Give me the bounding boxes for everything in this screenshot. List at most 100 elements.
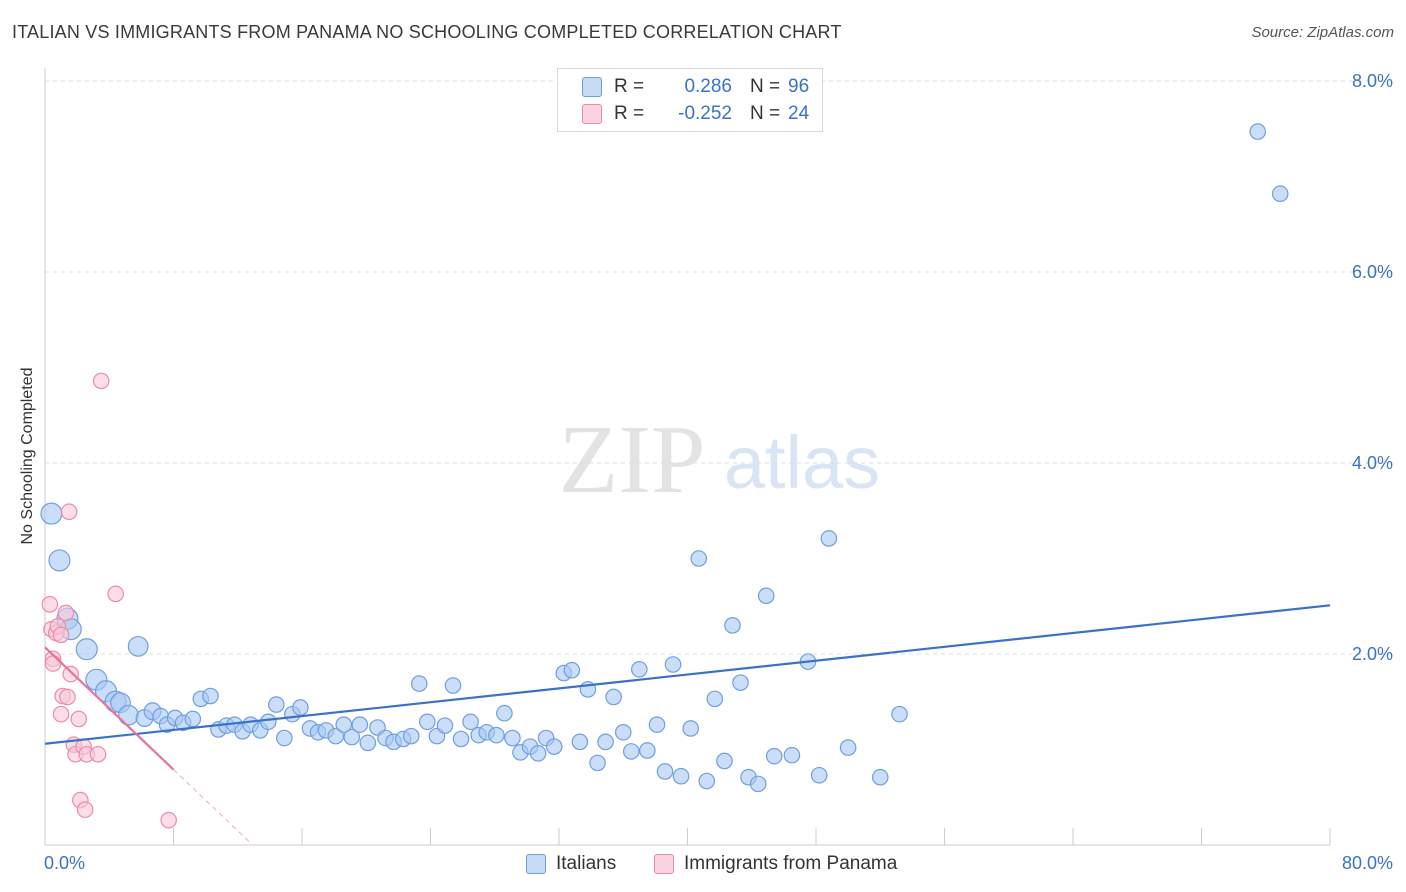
panama-point <box>62 665 80 683</box>
italians-point <box>452 730 470 748</box>
trend-lines <box>44 604 1331 844</box>
italians-point <box>410 675 428 692</box>
italians-point <box>672 767 690 785</box>
axes <box>44 68 1331 846</box>
italians-point <box>48 549 71 572</box>
italians-point <box>871 768 889 786</box>
series-label-italians: Italians <box>556 853 617 874</box>
panama-trend-extension <box>173 769 251 844</box>
legend-n-value: 24 <box>788 103 810 124</box>
italians-point <box>202 687 219 705</box>
panama-trend-line <box>44 646 175 771</box>
italians-point <box>749 775 767 793</box>
italians-point <box>631 660 648 678</box>
italians-point <box>292 699 309 716</box>
panama-point <box>44 655 62 672</box>
italians-point <box>402 727 420 745</box>
italians-point <box>184 710 202 728</box>
italians-point <box>545 738 563 755</box>
panama-point <box>59 688 76 706</box>
italians-point <box>127 635 149 657</box>
italians-point <box>436 717 454 734</box>
panama-point <box>107 585 124 603</box>
italians-point <box>622 743 640 760</box>
data-points <box>40 123 1289 829</box>
series-label-panama: Immigrants from Panama <box>684 853 898 874</box>
panama-point <box>92 372 110 390</box>
y-tick-label: 4.0% <box>1352 453 1393 473</box>
italians-point <box>891 705 908 723</box>
legend-row-italians: R = 0.286 N = 96 <box>582 74 809 100</box>
italians-point <box>706 690 724 708</box>
italians-point <box>343 728 361 746</box>
italians-point <box>1249 123 1267 140</box>
italians-point <box>783 746 801 764</box>
italians-point <box>765 747 783 765</box>
italians-point <box>359 734 377 752</box>
italians-point <box>614 724 632 741</box>
panama-point <box>41 596 59 613</box>
italians-point <box>732 674 749 691</box>
correlation-legend: R = 0.286 N = 96 R = -0.252 N = 24 <box>557 68 823 132</box>
panama-point <box>57 604 75 622</box>
italians-point <box>462 713 479 731</box>
italians-point <box>820 530 838 547</box>
italians-point <box>267 696 285 713</box>
italians-point <box>724 617 741 634</box>
italians-point <box>605 688 622 706</box>
italians-point <box>1271 185 1289 202</box>
legend-row-panama: R = -0.252 N = 24 <box>582 101 809 127</box>
series-swatch-italians <box>526 854 546 874</box>
series-swatch-panama <box>654 854 674 874</box>
italians-point <box>656 763 674 780</box>
italians-point <box>118 704 139 726</box>
chart-title: ITALIAN VS IMMIGRANTS FROM PANAMA NO SCH… <box>12 22 842 42</box>
legend-n-label: N = <box>750 76 781 97</box>
italians-point <box>639 742 656 759</box>
italians-point <box>351 716 369 733</box>
italians-point <box>716 752 733 770</box>
italians-point <box>444 677 462 694</box>
legend-swatch-panama <box>582 104 602 124</box>
italians-point <box>563 661 581 679</box>
italians-point <box>75 638 98 661</box>
italians-point <box>597 733 614 751</box>
italians-point <box>664 656 682 673</box>
italians-point <box>810 766 828 784</box>
legend-r-value: 0.286 <box>684 76 732 97</box>
legend-n-label: N = <box>750 103 781 124</box>
x-tick-label: 80.0% <box>1342 853 1393 873</box>
panama-point <box>160 811 177 829</box>
italians-trend-line <box>44 604 1331 745</box>
panama-point <box>89 745 107 763</box>
series-legend-panama[interactable]: Immigrants from Panama <box>654 851 897 877</box>
legend-r-value: -0.252 <box>678 103 732 124</box>
italians-point <box>335 716 353 733</box>
italians-point <box>698 772 716 790</box>
italians-point <box>504 729 521 747</box>
panama-point <box>60 503 78 521</box>
series-legend-italians[interactable]: Italians <box>526 851 616 877</box>
italians-point <box>276 729 293 747</box>
legend-r-label: R = <box>614 103 645 124</box>
y-tick-label: 2.0% <box>1352 644 1393 664</box>
panama-point <box>70 710 88 728</box>
tick-labels: 2.0% 4.0% 6.0% 8.0% 0.0% 80.0% <box>44 71 1393 873</box>
italians-point <box>571 733 589 751</box>
legend-r-label: R = <box>614 76 645 97</box>
italians-point <box>40 502 63 525</box>
italians-point <box>488 726 505 744</box>
italians-point <box>757 587 775 605</box>
x-tick-label: 0.0% <box>44 853 85 873</box>
gridlines <box>45 80 1392 655</box>
panama-point <box>52 705 70 723</box>
italians-point <box>327 727 345 745</box>
legend-n-value: 96 <box>788 76 810 97</box>
italians-point <box>648 716 666 733</box>
italians-point <box>690 550 708 567</box>
italians-point <box>496 704 513 722</box>
italians-point <box>259 713 277 731</box>
panama-point <box>52 626 70 644</box>
y-tick-label: 6.0% <box>1352 262 1393 282</box>
